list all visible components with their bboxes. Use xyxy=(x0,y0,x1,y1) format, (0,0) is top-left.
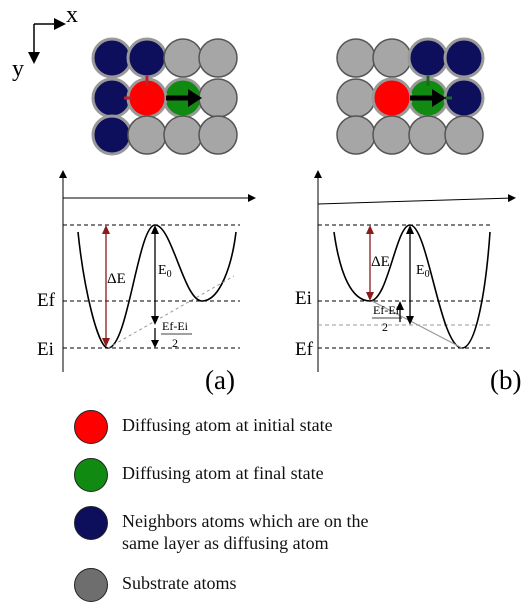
diff-denominator: 2 xyxy=(382,320,388,334)
substrate-atom xyxy=(408,115,448,155)
final-atom-swatch xyxy=(74,458,108,492)
legend-item-substrate: Substrate atoms xyxy=(74,568,514,602)
legend-text: Diffusing atom at final state xyxy=(122,463,324,483)
neighbor-atom xyxy=(91,114,133,156)
upper-level-label: Ef xyxy=(37,290,56,311)
legend-item-neighbor: Neighbors atoms which are on the same la… xyxy=(74,506,514,554)
energy-curve xyxy=(77,224,237,349)
neighbor-atom xyxy=(91,37,133,79)
lower-level-label: Ei xyxy=(37,339,54,360)
initial-state-atom xyxy=(371,77,413,119)
linear-reference-line xyxy=(107,275,235,349)
linear-reference-line xyxy=(371,300,463,349)
substrate-atom-swatch xyxy=(74,568,108,602)
substrate-atom xyxy=(198,115,238,155)
diff-label: Ef-Ei xyxy=(162,319,189,333)
energy-diagram-b: ΔE E0 Ef-Ei 2 Ei Ef (b) xyxy=(295,170,521,395)
energy-diagram-a: ΔE E0 Ef-Ei 2 Ef Ei (a) xyxy=(37,170,256,395)
legend-item-initial: Diffusing atom at initial state xyxy=(74,410,514,444)
legend-text: Substrate atoms xyxy=(122,573,237,593)
legend-text: Diffusing atom at initial state xyxy=(122,415,333,435)
substrate-atom xyxy=(198,38,238,78)
substrate-atom xyxy=(163,38,203,78)
neighbor-atom xyxy=(126,37,168,79)
neighbor-atom xyxy=(443,37,485,79)
substrate-atom xyxy=(198,78,238,118)
legend-text: Neighbors atoms which are on the same la… xyxy=(122,511,369,553)
coordinate-axes: x y xyxy=(12,2,78,82)
substrate-atom xyxy=(336,38,376,78)
panel-label-b: (b) xyxy=(490,365,521,395)
barrier-label: ΔE xyxy=(107,271,126,287)
substrate-atom xyxy=(444,115,484,155)
energy-curve xyxy=(333,224,491,349)
substrate-atom xyxy=(163,115,203,155)
legend: Diffusing atom at initial state Diffusin… xyxy=(74,410,514,616)
upper-level-label: Ei xyxy=(295,288,312,309)
initial-atom-swatch xyxy=(74,410,108,444)
coordinate-axis xyxy=(317,194,516,205)
diffusion-figure: x y xyxy=(12,2,521,395)
neighbor-atom xyxy=(407,37,449,79)
substrate-atom xyxy=(372,38,412,78)
jump-arrow-head xyxy=(432,89,446,107)
diff-denominator: 2 xyxy=(172,336,178,350)
diff-label: Ef-Ei xyxy=(373,303,400,317)
legend-item-final: Diffusing atom at final state xyxy=(74,458,514,492)
lattice-a xyxy=(91,37,238,156)
lattice-b xyxy=(336,37,485,155)
substrate-atom xyxy=(336,115,376,155)
substrate-atom xyxy=(127,115,167,155)
substrate-atom xyxy=(336,78,376,118)
y-axis-label: y xyxy=(12,56,24,82)
e0-label: E0 xyxy=(416,263,430,280)
lower-level-label: Ef xyxy=(295,339,314,360)
panel-label-a: (a) xyxy=(205,365,235,395)
x-axis-label: x xyxy=(66,2,78,28)
barrier-label: ΔE xyxy=(371,254,390,270)
neighbor-atom-swatch xyxy=(74,506,108,540)
jump-arrow-head xyxy=(188,89,202,107)
e0-label: E0 xyxy=(158,263,172,280)
substrate-atom xyxy=(372,115,412,155)
